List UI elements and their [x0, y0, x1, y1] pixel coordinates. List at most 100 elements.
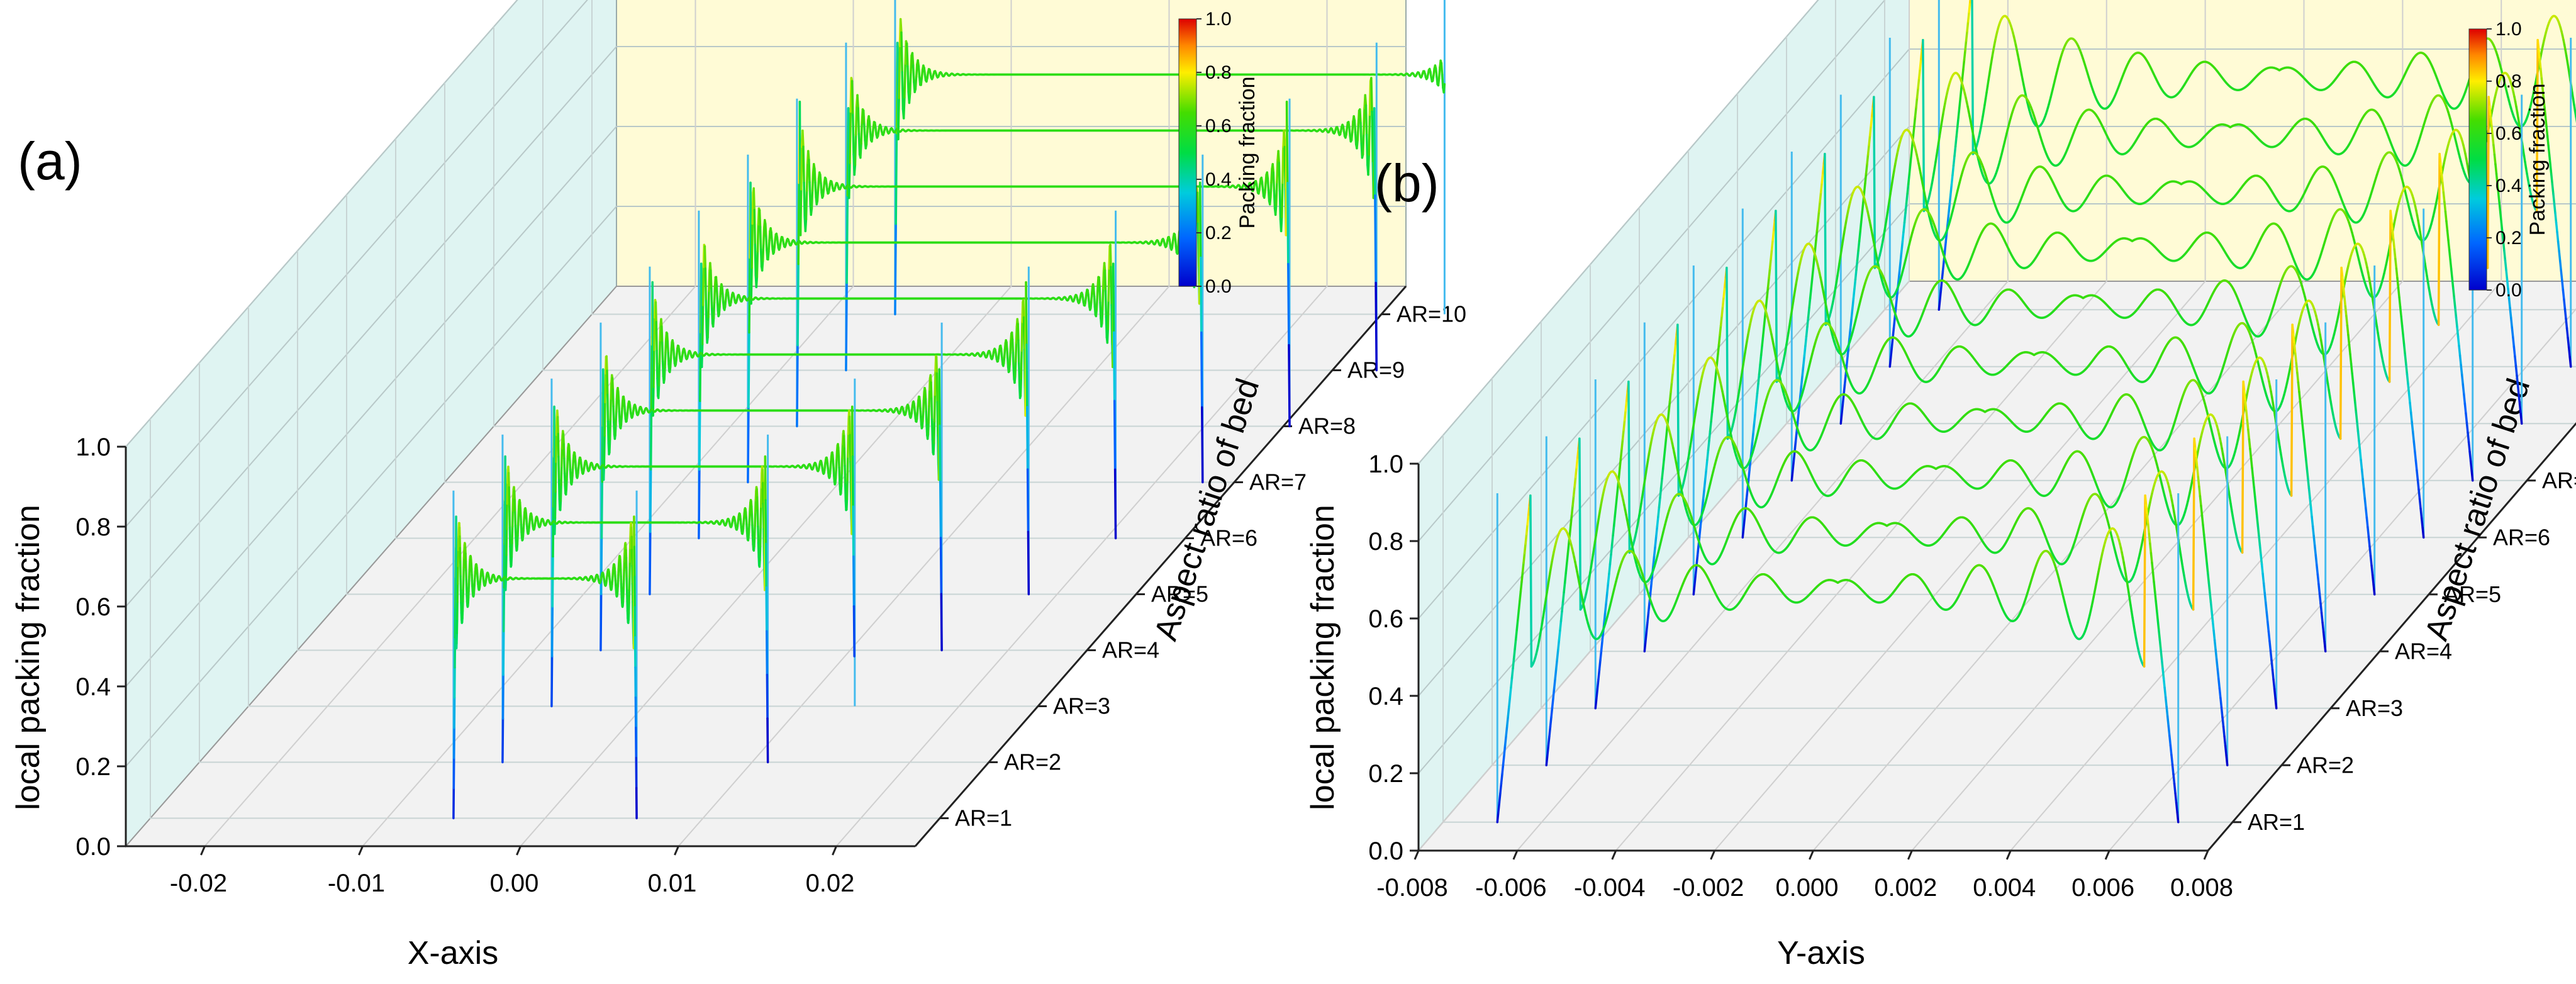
profile-segment — [1434, 67, 1438, 78]
depth-axis-line — [914, 286, 1407, 847]
profile-segment — [659, 323, 662, 342]
profile-segment — [612, 405, 615, 424]
profile-segment — [710, 287, 713, 310]
profile-segment — [604, 372, 607, 404]
profile-segment — [917, 65, 921, 79]
profile-segment — [1353, 119, 1357, 133]
profile-segment — [618, 410, 621, 423]
profile-segment — [860, 121, 863, 145]
profile-segment — [920, 416, 923, 426]
depth-tick-label: AR=1 — [955, 805, 1012, 831]
depth-gridline — [395, 138, 1185, 539]
profile-segment — [1440, 62, 1444, 76]
profile-segment — [938, 368, 941, 427]
profile-segment — [748, 256, 751, 334]
profile-segment — [1176, 240, 1180, 250]
profile-segment — [667, 352, 670, 366]
profile-segment — [1201, 406, 1204, 484]
panel-label: (a) — [18, 131, 82, 191]
profile-segment — [709, 262, 712, 272]
profile-segment — [856, 94, 859, 109]
profile-segment — [620, 416, 623, 426]
profile-segment — [1107, 267, 1110, 302]
profile-segment — [924, 398, 928, 413]
profile-segment — [898, 45, 901, 99]
profile-segment — [617, 391, 620, 402]
profile-segment — [617, 400, 621, 413]
z-gridline — [125, 126, 1406, 687]
profile-segment — [606, 420, 610, 445]
profile-segment — [1022, 299, 1025, 319]
profile-segment — [1026, 468, 1030, 534]
profile-segment — [901, 71, 905, 110]
profile-segment — [1106, 328, 1110, 344]
depth-tick-label: AR=3 — [1053, 693, 1110, 719]
profile-segment — [655, 320, 658, 352]
profile-segment — [1095, 297, 1098, 311]
profile-segment — [605, 355, 608, 372]
profile-segment — [797, 181, 801, 266]
profile-segment — [933, 393, 936, 423]
profile-segment — [657, 362, 661, 387]
profile-segment — [1018, 362, 1021, 387]
depth-tick-label: AR=10 — [1397, 301, 1466, 327]
profile-segment — [1275, 181, 1278, 206]
z-gridline — [125, 46, 1406, 607]
profile-segment — [816, 189, 820, 203]
profile-segment — [768, 230, 771, 242]
profile-segment — [805, 162, 809, 192]
profile-segment — [1017, 339, 1020, 365]
profile-segment — [939, 480, 942, 539]
profile-segment — [1361, 132, 1365, 156]
profile-segment — [1371, 110, 1374, 164]
profile-segment — [804, 218, 808, 233]
depth-gridline — [297, 250, 1087, 651]
profile-segment — [1020, 349, 1023, 380]
profile-segment — [1092, 286, 1096, 298]
profile-segment — [1267, 189, 1271, 203]
profile-segment — [912, 64, 915, 84]
z-gridline — [125, 0, 518, 447]
z-gridline — [125, 0, 588, 527]
profile-segment — [919, 407, 922, 418]
profile-segment — [621, 400, 624, 410]
profile-segment — [1351, 120, 1354, 133]
x-gridline — [835, 0, 1328, 847]
profile-segment — [894, 222, 897, 316]
depth-tick-label: AR=2 — [1004, 749, 1061, 775]
profile-segment — [1014, 341, 1018, 363]
depth-gridline — [493, 26, 1283, 427]
profile-segment — [663, 366, 666, 381]
profile-segment — [936, 401, 939, 437]
depth-tick-label: AR=4 — [1102, 637, 1159, 663]
profile-segment — [1356, 139, 1359, 150]
z-gridline — [125, 206, 1406, 767]
profile-segment — [715, 284, 719, 299]
depth-gridline — [346, 194, 1136, 595]
profile-segment — [922, 400, 925, 413]
profile-segment — [653, 316, 656, 351]
profile-segment — [854, 104, 858, 136]
z-tick-label: 0.4 — [75, 673, 111, 701]
profile-segment — [922, 391, 925, 402]
depth-tick-label: AR=5 — [1151, 581, 1208, 607]
profile-segment — [802, 145, 805, 184]
z-tick-label: 0.0 — [75, 833, 111, 861]
profile-segment — [658, 339, 662, 365]
depth-tick-label: AR=6 — [1200, 525, 1257, 551]
profile-segment — [1101, 269, 1105, 290]
profile-segment — [853, 164, 857, 176]
profile-segment — [754, 243, 757, 277]
profile-segment — [932, 420, 936, 445]
profile-segment — [940, 593, 943, 652]
profile-segment — [701, 266, 705, 306]
profile-segment — [928, 388, 931, 408]
profile-segment — [810, 189, 814, 210]
profile-segment — [1365, 133, 1369, 166]
profile-segment — [845, 281, 848, 372]
profile-segment — [908, 71, 912, 95]
profile-segment — [852, 113, 855, 156]
profile-segment — [868, 120, 872, 133]
profile-segment — [857, 107, 861, 135]
profile-segment — [927, 405, 930, 424]
